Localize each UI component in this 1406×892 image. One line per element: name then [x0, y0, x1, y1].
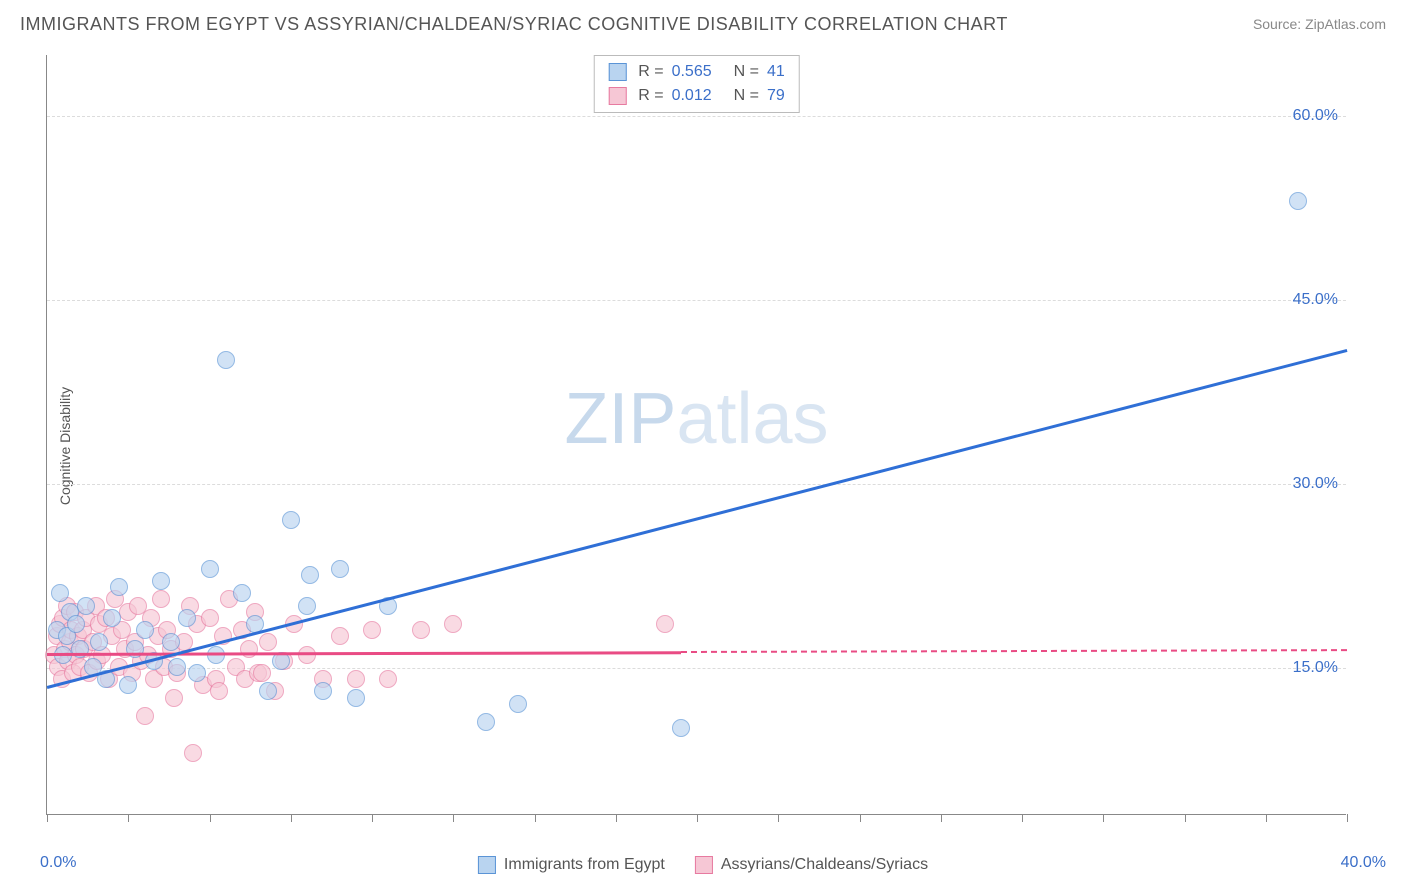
x-tick — [1103, 814, 1104, 822]
data-point — [165, 689, 183, 707]
y-tick-label: 60.0% — [1293, 107, 1338, 125]
x-tick — [210, 814, 211, 822]
x-tick — [47, 814, 48, 822]
data-point — [184, 744, 202, 762]
x-tick — [778, 814, 779, 822]
r-value-1: 0.565 — [672, 60, 712, 84]
data-point — [152, 572, 170, 590]
r-label-1: R = — [638, 60, 663, 84]
data-point — [477, 713, 495, 731]
data-point — [1289, 192, 1307, 210]
data-point — [90, 633, 108, 651]
y-tick-label: 30.0% — [1293, 475, 1338, 493]
data-point — [103, 609, 121, 627]
watermark-part1: ZIP — [564, 379, 676, 459]
watermark: ZIPatlas — [564, 378, 828, 460]
data-point — [331, 560, 349, 578]
data-point — [656, 615, 674, 633]
watermark-part2: atlas — [676, 379, 828, 459]
data-point — [331, 627, 349, 645]
x-tick — [1347, 814, 1348, 822]
data-point — [363, 621, 381, 639]
data-point — [347, 670, 365, 688]
data-point — [67, 615, 85, 633]
x-tick — [291, 814, 292, 822]
gridline — [47, 300, 1346, 301]
data-point — [210, 682, 228, 700]
data-point — [152, 590, 170, 608]
chart-title: IMMIGRANTS FROM EGYPT VS ASSYRIAN/CHALDE… — [20, 14, 1008, 35]
x-tick — [1185, 814, 1186, 822]
x-tick-label-0: 0.0% — [40, 854, 76, 872]
data-point — [162, 633, 180, 651]
data-point — [77, 597, 95, 615]
data-point — [201, 560, 219, 578]
stats-row-2: R = 0.012 N = 79 — [608, 84, 785, 108]
x-tick — [453, 814, 454, 822]
data-point — [253, 664, 271, 682]
x-tick — [535, 814, 536, 822]
legend-swatch-egypt — [478, 856, 496, 874]
data-point — [509, 695, 527, 713]
x-tick — [860, 814, 861, 822]
data-point — [314, 682, 332, 700]
stats-legend-box: R = 0.565 N = 41 R = 0.012 N = 79 — [593, 55, 800, 113]
data-point — [298, 597, 316, 615]
plot-area: ZIPatlas R = 0.565 N = 41 R = 0.012 N = … — [46, 55, 1346, 815]
trend-line — [47, 651, 681, 655]
stats-row-1: R = 0.565 N = 41 — [608, 60, 785, 84]
data-point — [136, 621, 154, 639]
r-value-2: 0.012 — [672, 84, 712, 108]
data-point — [301, 566, 319, 584]
n-label-2: N = — [734, 84, 759, 108]
x-tick — [128, 814, 129, 822]
legend-item-egypt: Immigrants from Egypt — [478, 856, 665, 874]
data-point — [217, 351, 235, 369]
n-label-1: N = — [734, 60, 759, 84]
n-value-1: 41 — [767, 60, 785, 84]
data-point — [282, 511, 300, 529]
data-point — [119, 676, 137, 694]
x-tick — [941, 814, 942, 822]
x-tick — [372, 814, 373, 822]
x-tick — [1022, 814, 1023, 822]
source-attribution: Source: ZipAtlas.com — [1253, 16, 1386, 32]
data-point — [233, 584, 251, 602]
data-point — [168, 658, 186, 676]
y-tick-label: 15.0% — [1293, 659, 1338, 677]
gridline — [47, 484, 1346, 485]
data-point — [201, 609, 219, 627]
data-point — [136, 707, 154, 725]
n-value-2: 79 — [767, 84, 785, 108]
data-point — [51, 584, 69, 602]
r-label-2: R = — [638, 84, 663, 108]
legend-label-egypt: Immigrants from Egypt — [504, 856, 665, 874]
trend-line-dashed — [681, 650, 1347, 654]
trend-line — [47, 349, 1348, 689]
data-point — [444, 615, 462, 633]
swatch-egypt — [608, 63, 626, 81]
data-point — [259, 682, 277, 700]
x-tick — [697, 814, 698, 822]
bottom-legend: Immigrants from Egypt Assyrians/Chaldean… — [478, 856, 928, 874]
data-point — [259, 633, 277, 651]
x-tick-label-2: 40.0% — [1341, 854, 1386, 872]
legend-item-assyrian: Assyrians/Chaldeans/Syriacs — [695, 856, 928, 874]
data-point — [412, 621, 430, 639]
data-point — [379, 670, 397, 688]
data-point — [672, 719, 690, 737]
gridline — [47, 116, 1346, 117]
data-point — [188, 664, 206, 682]
legend-label-assyrian: Assyrians/Chaldeans/Syriacs — [721, 856, 928, 874]
legend-swatch-assyrian — [695, 856, 713, 874]
data-point — [110, 578, 128, 596]
x-tick — [1266, 814, 1267, 822]
x-tick — [616, 814, 617, 822]
data-point — [178, 609, 196, 627]
swatch-assyrian — [608, 87, 626, 105]
y-tick-label: 45.0% — [1293, 291, 1338, 309]
data-point — [347, 689, 365, 707]
